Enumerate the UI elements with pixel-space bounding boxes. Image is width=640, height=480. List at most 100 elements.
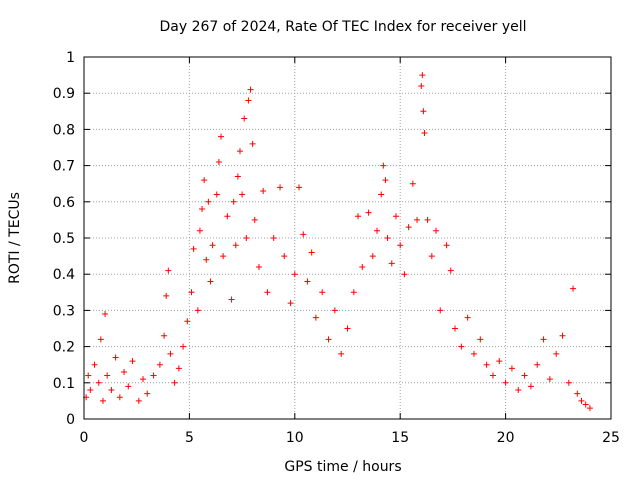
data-point <box>418 82 425 89</box>
data-point <box>312 314 319 321</box>
data-point <box>428 253 435 260</box>
y-tick-label: 0.3 <box>53 303 75 319</box>
data-point <box>433 227 440 234</box>
data-point <box>150 372 157 379</box>
data-point <box>304 278 311 285</box>
data-point <box>264 289 271 296</box>
data-point <box>91 361 98 368</box>
data-point <box>102 311 109 318</box>
data-point <box>95 379 102 386</box>
data-point <box>167 350 174 357</box>
data-point <box>447 267 454 274</box>
chart-title: Day 267 of 2024, Rate Of TEC Index for r… <box>159 19 526 35</box>
axis-ticks: 00.10.20.30.40.50.60.70.80.910 5 10 15 20 25 <box>53 50 620 446</box>
data-point <box>125 383 132 390</box>
data-point <box>477 336 484 343</box>
y-tick-label: 0.9 <box>53 86 75 102</box>
data-point <box>188 289 195 296</box>
data-point <box>392 213 399 220</box>
data-point <box>230 198 237 205</box>
data-point <box>236 148 243 155</box>
y-axis-label: ROTI / TECUs <box>7 192 23 284</box>
data-point <box>251 216 258 223</box>
data-point <box>277 184 284 191</box>
data-point <box>99 397 106 404</box>
data-point <box>331 307 338 314</box>
data-point <box>586 405 593 412</box>
data-point <box>378 191 385 198</box>
data-point <box>420 108 427 115</box>
y-tick-label: 0.4 <box>53 267 75 283</box>
data-point <box>215 158 222 165</box>
data-point <box>338 350 345 357</box>
data-point <box>201 177 208 184</box>
data-point <box>350 289 357 296</box>
data-point <box>437 307 444 314</box>
y-tick-label: 0.2 <box>53 340 75 356</box>
data-point <box>365 209 372 216</box>
data-point <box>355 213 362 220</box>
data-point <box>156 361 163 368</box>
y-tick-label: 0.5 <box>53 231 75 247</box>
data-point <box>483 361 490 368</box>
data-point <box>443 242 450 249</box>
data-point <box>452 325 459 332</box>
data-point <box>260 187 267 194</box>
data-point <box>325 336 332 343</box>
data-point <box>397 242 404 249</box>
data-point <box>165 267 172 274</box>
data-point <box>359 263 366 270</box>
data-point <box>213 191 220 198</box>
data-point <box>194 307 201 314</box>
data-point <box>175 365 182 372</box>
data-point <box>540 336 547 343</box>
grid-lines <box>84 57 611 419</box>
data-point <box>245 97 252 104</box>
data-point <box>104 372 111 379</box>
data-point <box>296 184 303 191</box>
data-point <box>112 354 119 361</box>
data-point <box>220 253 227 260</box>
data-point <box>243 235 250 241</box>
y-tick-label: 0.1 <box>53 376 75 392</box>
data-point <box>129 358 136 365</box>
data-point <box>203 256 210 263</box>
data-point <box>319 289 326 296</box>
data-point <box>502 379 509 386</box>
data-point <box>108 387 115 394</box>
data-point <box>409 180 416 187</box>
x-tick-label: 0 <box>80 430 89 446</box>
data-point <box>241 115 248 122</box>
x-tick-label: 15 <box>391 430 409 446</box>
data-point <box>344 325 351 332</box>
y-tick-label: 0.7 <box>53 159 75 175</box>
data-point <box>559 332 566 339</box>
data-point <box>232 242 239 249</box>
data-point <box>190 245 197 252</box>
data-point <box>171 379 178 386</box>
data-point <box>199 206 206 213</box>
data-point <box>196 227 203 234</box>
x-tick-label: 5 <box>185 430 194 446</box>
data-point <box>578 397 585 404</box>
data-point <box>291 271 298 278</box>
data-point <box>582 401 589 408</box>
data-point <box>228 296 235 303</box>
data-point <box>527 383 534 390</box>
data-point <box>496 358 503 365</box>
data-point <box>184 318 191 325</box>
data-point <box>401 271 408 278</box>
data-point <box>239 191 246 198</box>
data-point <box>287 300 294 307</box>
data-point <box>382 177 389 184</box>
data-point <box>97 336 104 343</box>
y-tick-label: 0.6 <box>53 195 75 211</box>
y-tick-label: 1 <box>66 50 75 66</box>
data-point <box>300 231 307 238</box>
x-tick-label: 20 <box>497 430 515 446</box>
data-point <box>458 343 465 350</box>
data-point <box>270 235 277 241</box>
data-point <box>121 368 128 375</box>
data-point <box>414 216 421 223</box>
